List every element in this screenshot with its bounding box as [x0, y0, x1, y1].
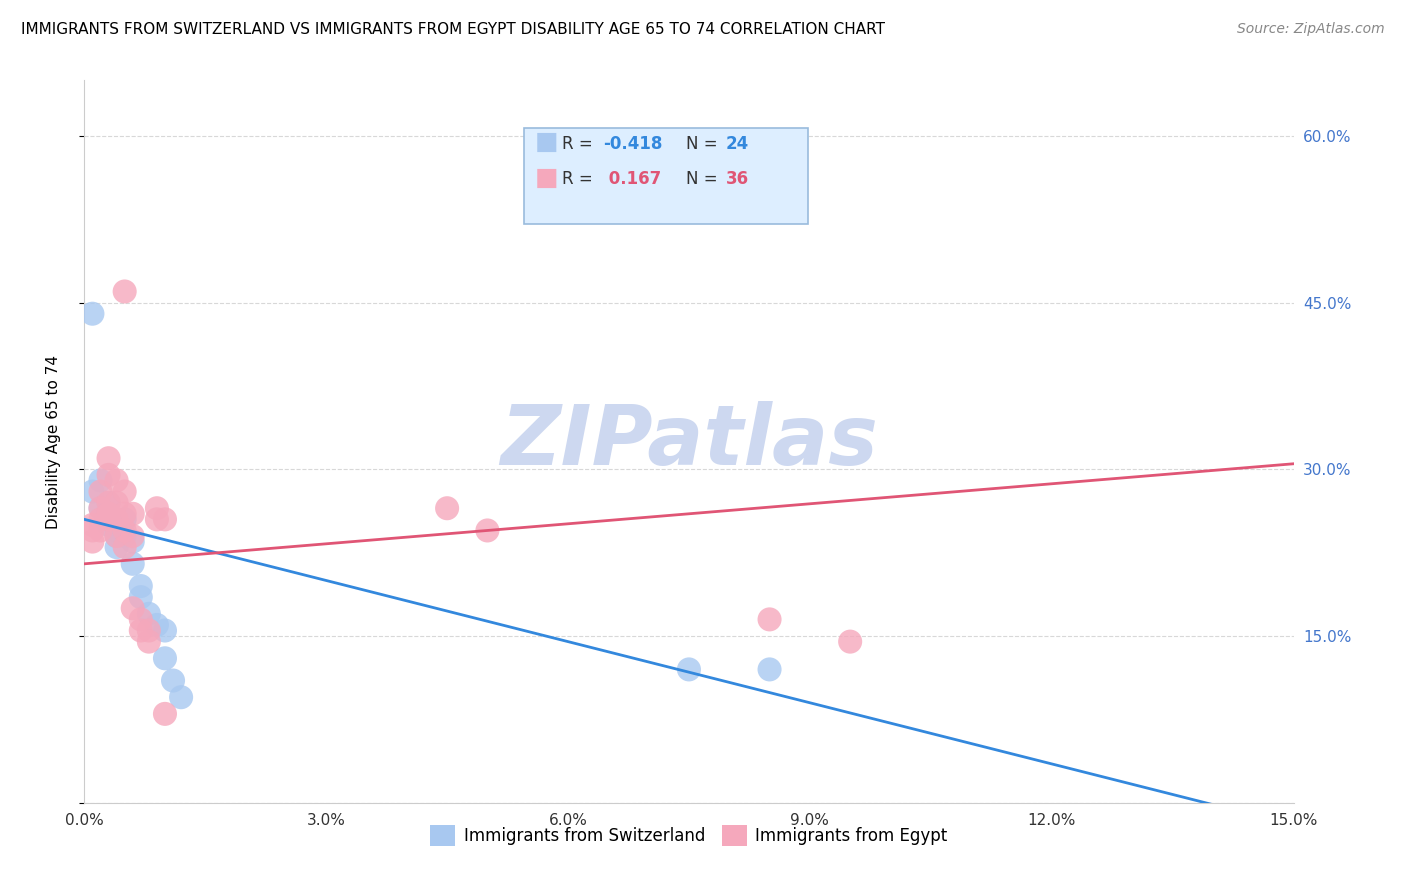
Point	[758, 612, 780, 626]
Point	[97, 512, 120, 526]
Point	[89, 501, 111, 516]
Point	[436, 501, 458, 516]
Point	[153, 512, 176, 526]
Point	[153, 706, 176, 721]
Point	[678, 662, 700, 676]
Point	[105, 529, 128, 543]
Point	[138, 634, 160, 648]
Point	[114, 512, 136, 526]
Point	[97, 451, 120, 466]
Point	[121, 507, 143, 521]
Point	[105, 474, 128, 488]
Point	[105, 529, 128, 543]
Point	[477, 524, 499, 538]
Point	[105, 540, 128, 554]
Y-axis label: Disability Age 65 to 74: Disability Age 65 to 74	[46, 354, 60, 529]
Point	[97, 517, 120, 532]
Point	[153, 624, 176, 638]
Point	[97, 467, 120, 482]
Point	[153, 651, 176, 665]
Legend: Immigrants from Switzerland, Immigrants from Egypt: Immigrants from Switzerland, Immigrants …	[423, 819, 955, 852]
Point	[105, 512, 128, 526]
Point	[162, 673, 184, 688]
Point	[839, 634, 862, 648]
Point	[138, 607, 160, 621]
Point	[114, 524, 136, 538]
Point	[82, 484, 104, 499]
Text: -0.418: -0.418	[603, 135, 662, 153]
Point	[114, 529, 136, 543]
Point	[97, 507, 120, 521]
Point	[129, 624, 152, 638]
Point	[121, 601, 143, 615]
Point	[105, 496, 128, 510]
Point	[89, 484, 111, 499]
Point	[170, 690, 193, 705]
Text: N =: N =	[686, 135, 723, 153]
Text: ■: ■	[534, 166, 558, 190]
Text: 24: 24	[725, 135, 749, 153]
Point	[146, 501, 169, 516]
Point	[121, 557, 143, 571]
Point	[129, 612, 152, 626]
Point	[82, 534, 104, 549]
Text: R =: R =	[562, 170, 599, 188]
Point	[114, 484, 136, 499]
Point	[114, 507, 136, 521]
Point	[121, 529, 143, 543]
Point	[138, 624, 160, 638]
Point	[89, 474, 111, 488]
Point	[146, 618, 169, 632]
Point	[129, 590, 152, 604]
Point	[758, 662, 780, 676]
Text: 0.167: 0.167	[603, 170, 661, 188]
Point	[82, 307, 104, 321]
Text: R =: R =	[562, 135, 599, 153]
Text: ■: ■	[534, 130, 558, 154]
Text: N =: N =	[686, 170, 723, 188]
Point	[121, 534, 143, 549]
Point	[97, 496, 120, 510]
Point	[97, 496, 120, 510]
Text: ZIPatlas: ZIPatlas	[501, 401, 877, 482]
Text: IMMIGRANTS FROM SWITZERLAND VS IMMIGRANTS FROM EGYPT DISABILITY AGE 65 TO 74 COR: IMMIGRANTS FROM SWITZERLAND VS IMMIGRANT…	[21, 22, 886, 37]
Text: 36: 36	[725, 170, 748, 188]
Point	[82, 524, 104, 538]
Point	[114, 285, 136, 299]
Point	[82, 517, 104, 532]
Text: Source: ZipAtlas.com: Source: ZipAtlas.com	[1237, 22, 1385, 37]
Point	[129, 579, 152, 593]
Point	[97, 512, 120, 526]
Point	[89, 524, 111, 538]
Point	[114, 540, 136, 554]
Point	[89, 512, 111, 526]
Point	[105, 524, 128, 538]
Point	[89, 501, 111, 516]
Point	[146, 512, 169, 526]
